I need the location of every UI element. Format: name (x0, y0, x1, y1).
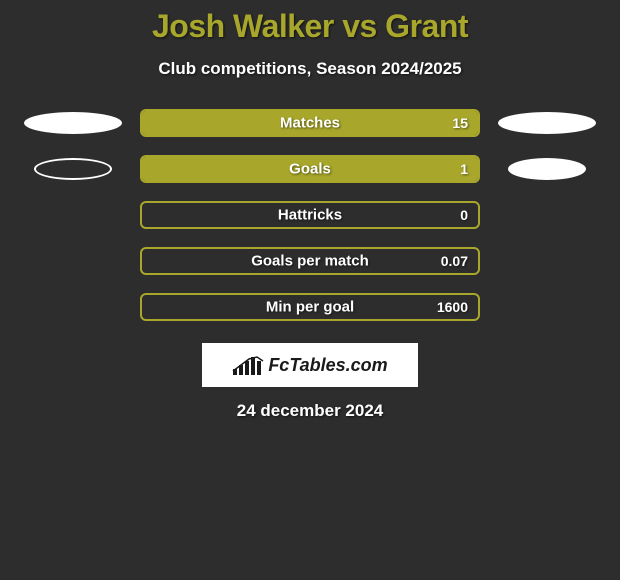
page-title: Josh Walker vs Grant (0, 8, 620, 45)
right-slot (492, 158, 602, 180)
right-ellipse (508, 158, 586, 180)
left-ellipse (24, 112, 122, 134)
stat-row: Min per goal 1600 (0, 293, 620, 321)
bar-label: Goals per match (251, 253, 369, 270)
stat-bar: Min per goal 1600 (140, 293, 480, 321)
stat-row: Goals per match 0.07 (0, 247, 620, 275)
left-slot (18, 158, 128, 180)
bar-value: 1600 (437, 299, 468, 315)
comparison-chart: Josh Walker vs Grant Club competitions, … (0, 0, 620, 421)
right-slot (492, 112, 602, 134)
date-label: 24 december 2024 (0, 401, 620, 421)
bar-value: 1 (460, 161, 468, 177)
bar-rows: Matches 15 Goals 1 Hattricks 0 Goals per match… (0, 109, 620, 321)
stat-row: Hattricks 0 (0, 201, 620, 229)
right-ellipse (498, 112, 596, 134)
bar-label: Goals (289, 161, 331, 178)
stat-bar: Goals per match 0.07 (140, 247, 480, 275)
stat-bar: Matches 15 (140, 109, 480, 137)
bar-label: Hattricks (278, 207, 342, 224)
stat-row: Matches 15 (0, 109, 620, 137)
logo-bars-icon (232, 355, 264, 375)
stat-bar: Goals 1 (140, 155, 480, 183)
stat-row: Goals 1 (0, 155, 620, 183)
bar-value: 0 (460, 207, 468, 223)
bar-label: Min per goal (266, 299, 354, 316)
logo-box: FcTables.com (202, 343, 418, 387)
bar-value: 0.07 (441, 253, 468, 269)
bar-value: 15 (452, 115, 468, 131)
left-slot (18, 112, 128, 134)
stat-bar: Hattricks 0 (140, 201, 480, 229)
bar-label: Matches (280, 115, 340, 132)
subtitle: Club competitions, Season 2024/2025 (0, 59, 620, 79)
logo-text: FcTables.com (268, 355, 387, 376)
left-ellipse (34, 158, 112, 180)
